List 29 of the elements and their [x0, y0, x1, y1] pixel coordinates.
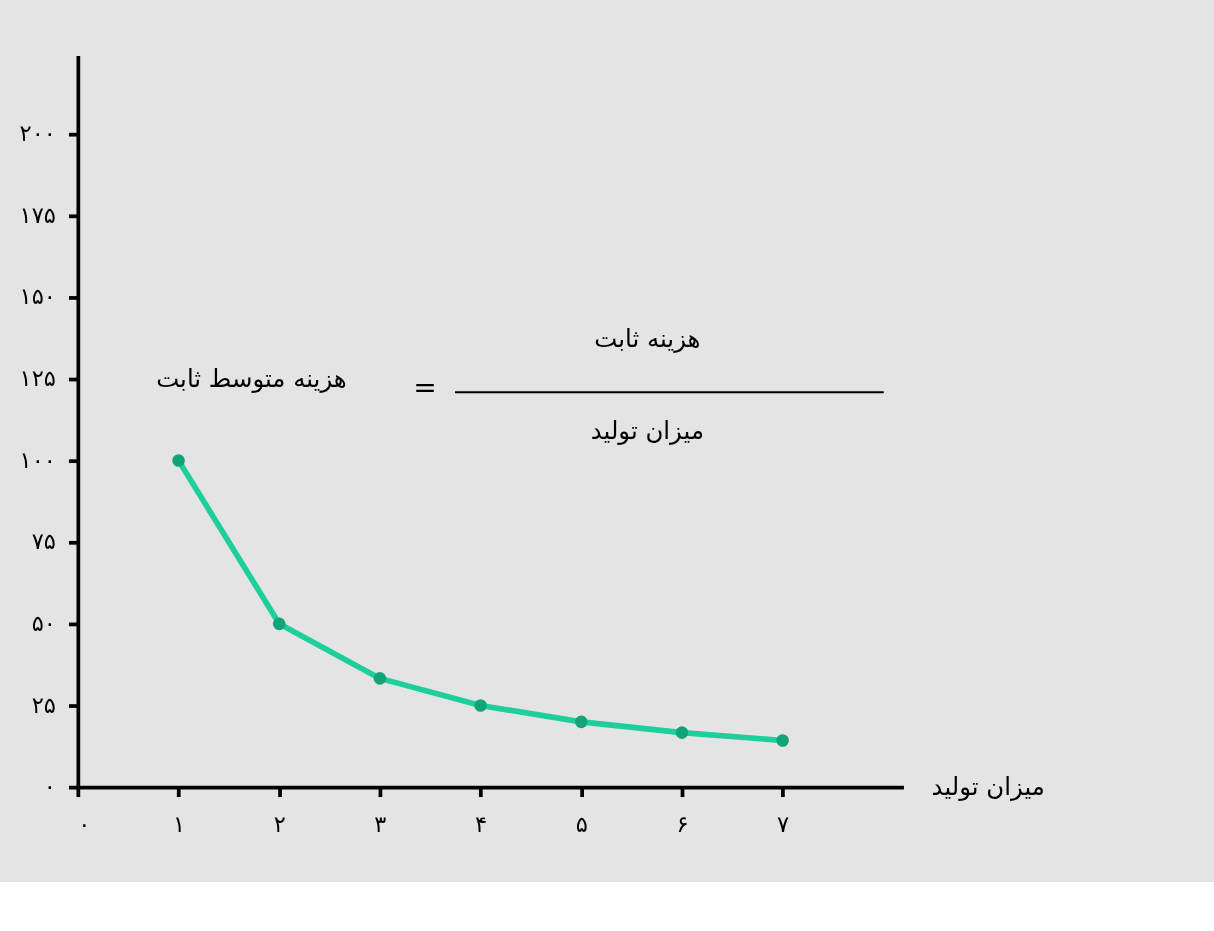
x-tick-label: ۷ — [777, 810, 790, 837]
x-tick-label: ۲ — [273, 810, 286, 837]
y-tick-label: ۲۵ — [31, 691, 56, 718]
point — [574, 715, 588, 729]
x-tick-label: ۰ — [78, 810, 91, 837]
x-tick-label: ۴ — [475, 810, 488, 837]
y-tick-label: ۰ — [43, 773, 56, 800]
annotation: هزینه ثابت — [594, 324, 701, 354]
y-tick-label: ۱۰۰ — [19, 446, 56, 473]
x-axis-title: میزان تولید — [931, 771, 1045, 801]
annotation: میزان تولید — [590, 416, 704, 446]
y-tick-label: ۲۰۰ — [19, 119, 56, 146]
y-tick-label: ۱۵۰ — [19, 283, 56, 310]
point — [675, 726, 689, 739]
point — [172, 454, 185, 467]
annotation: هزینه متوسط ثابت — [156, 363, 347, 393]
annotation: = — [413, 370, 437, 404]
x-tick-label: ۶ — [676, 810, 689, 837]
y-tick-label: ۱۲۵ — [19, 364, 56, 391]
x-tick-label: ۳ — [374, 810, 387, 837]
point — [776, 734, 789, 747]
y-tick-label: ۵۰ — [31, 609, 56, 636]
y-tick-label: ۷۵ — [31, 528, 56, 555]
x-tick-label: ۱ — [172, 810, 186, 837]
point — [272, 617, 286, 631]
y-tick-label: ۱۷۵ — [19, 201, 56, 228]
x-tick-label: ۵ — [575, 810, 588, 837]
point — [373, 672, 387, 685]
point — [474, 699, 487, 712]
